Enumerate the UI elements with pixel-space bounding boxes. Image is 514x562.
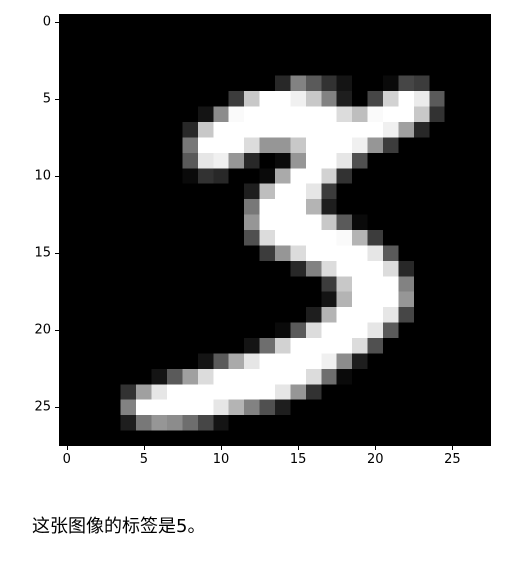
ytick-label: 10 (34, 169, 51, 184)
xtick-mark (221, 446, 222, 450)
ytick-mark (55, 176, 59, 177)
ytick-mark (55, 253, 59, 254)
ytick-label: 20 (34, 323, 51, 338)
axes (59, 14, 491, 446)
xtick-label: 25 (444, 452, 461, 467)
ytick-label: 25 (34, 400, 51, 415)
heatmap-image (59, 14, 491, 446)
ytick-label: 5 (43, 91, 51, 106)
ytick-mark (55, 99, 59, 100)
xtick-label: 10 (213, 452, 230, 467)
ytick-mark (55, 22, 59, 23)
xtick-mark (375, 446, 376, 450)
xtick-mark (298, 446, 299, 450)
caption-text: 这张图像的标签是5。 (32, 512, 205, 538)
xtick-mark (144, 446, 145, 450)
ytick-label: 0 (43, 14, 51, 29)
xtick-mark (67, 446, 68, 450)
xtick-label: 0 (63, 452, 71, 467)
xtick-label: 5 (140, 452, 148, 467)
xtick-mark (452, 446, 453, 450)
ytick-label: 15 (34, 246, 51, 261)
ytick-mark (55, 330, 59, 331)
xtick-label: 20 (367, 452, 384, 467)
ytick-mark (55, 407, 59, 408)
xtick-label: 15 (290, 452, 307, 467)
figure: 这张图像的标签是5。 0 5 10 15 20 25 0 5 10 15 20 25 (0, 0, 514, 562)
